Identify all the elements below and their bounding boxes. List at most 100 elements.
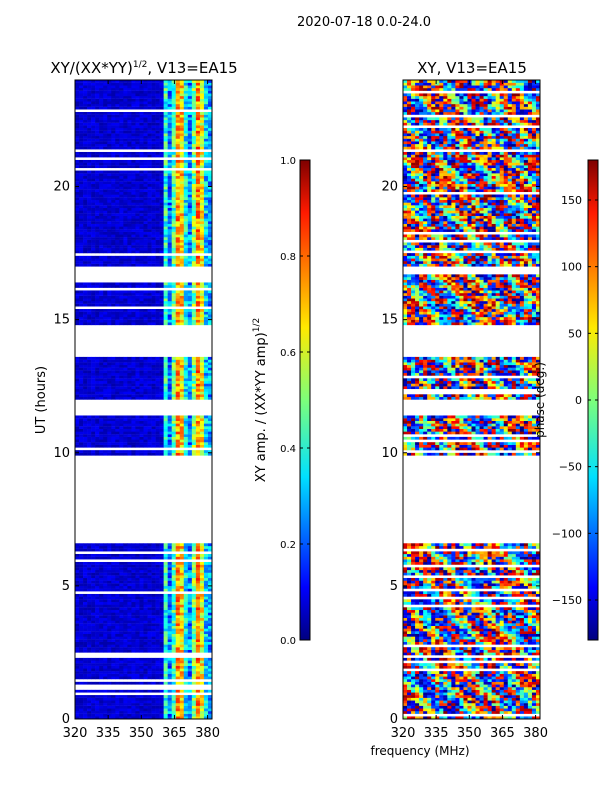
heatmap-cell [195, 644, 201, 648]
heatmap-cell [111, 263, 116, 267]
heatmap-cell [131, 359, 136, 363]
heatmap-cell [83, 431, 88, 435]
heatmap-cell [143, 657, 148, 661]
heatmap-cell [91, 689, 96, 693]
heatmap-cell [203, 189, 209, 193]
heatmap-cell [115, 181, 120, 185]
heatmap-cell [171, 663, 177, 666]
heatmap-cell [95, 370, 100, 374]
heatmap-cell [123, 615, 128, 619]
heatmap-cell [155, 708, 160, 712]
heatmap-cell [167, 415, 173, 419]
heatmap-cell [83, 138, 88, 142]
heatmap-cell [151, 564, 156, 568]
heatmap-cell [127, 564, 132, 568]
heatmap-cell [83, 170, 88, 174]
heatmap-cell [123, 178, 128, 182]
heatmap-cell [111, 657, 116, 661]
heatmap-cell [203, 213, 209, 216]
heatmap-cell [171, 303, 177, 307]
heatmap-cell [131, 367, 136, 371]
heatmap-cell [195, 394, 201, 398]
heatmap-cell [87, 625, 92, 629]
heatmap-cell [151, 285, 156, 288]
heatmap-cell [159, 657, 164, 661]
heatmap-cell [119, 133, 124, 137]
heatmap-cell [155, 250, 160, 254]
heatmap-cell [131, 452, 136, 456]
heatmap-cell [207, 308, 213, 312]
heatmap-cell [79, 175, 84, 179]
heatmap-cell [203, 561, 209, 565]
heatmap-cell [103, 556, 108, 560]
heatmap-cell [87, 442, 92, 445]
heatmap-cell [131, 191, 136, 195]
heatmap-cell [179, 695, 185, 698]
heatmap-cell [147, 290, 152, 294]
heatmap-cell [115, 577, 120, 581]
heatmap-cell [199, 191, 205, 195]
heatmap-cell [151, 665, 156, 669]
heatmap-cell [99, 298, 104, 302]
heatmap-cell [131, 314, 136, 318]
heatmap-cell [83, 356, 88, 360]
heatmap-cell [135, 564, 140, 568]
heatmap-cell [131, 681, 136, 685]
heatmap-cell [103, 548, 108, 552]
heatmap-cell [83, 258, 88, 262]
heatmap-cell [107, 713, 112, 717]
heatmap-cell [167, 426, 173, 429]
heatmap-cell [123, 191, 128, 195]
heatmap-cell [139, 356, 144, 360]
heatmap-cell [115, 154, 120, 158]
heatmap-cell [79, 442, 84, 445]
heatmap-cell [135, 154, 140, 158]
heatmap-cell [139, 205, 144, 208]
heatmap-cell [163, 372, 168, 376]
heatmap-cell [163, 426, 168, 429]
heatmap-cell [119, 258, 124, 262]
heatmap-cell [183, 308, 189, 312]
heatmap-cell [119, 660, 124, 664]
heatmap-cell [163, 141, 168, 145]
heatmap-cell [159, 564, 164, 568]
heatmap-cell [123, 202, 128, 206]
heatmap-cell [143, 665, 148, 669]
heatmap-cell [195, 386, 201, 390]
heatmap-cell [147, 556, 152, 560]
heatmap-cell [79, 604, 84, 608]
heatmap-cell [147, 207, 152, 211]
heatmap-cell [99, 668, 104, 672]
heatmap-cell [119, 569, 124, 573]
heatmap-cell [135, 625, 140, 629]
heatmap-cell [163, 657, 168, 661]
heatmap-cell [131, 639, 136, 642]
heatmap-cell [191, 639, 197, 642]
heatmap-cell [207, 631, 213, 634]
heatmap-cell [187, 575, 193, 579]
heatmap-cell [207, 716, 213, 720]
heatmap-cell [123, 545, 128, 549]
heatmap-cell [207, 628, 213, 632]
heatmap-cell [143, 239, 148, 243]
heatmap-cell [79, 391, 84, 395]
heatmap-cell [123, 703, 128, 706]
heatmap-cell [147, 543, 152, 547]
heatmap-cell [123, 442, 128, 445]
heatmap-cell [147, 223, 152, 227]
heatmap-cell [83, 695, 88, 698]
heatmap-cell [207, 423, 213, 427]
heatmap-cell [151, 183, 156, 187]
heatmap-cell [111, 173, 116, 177]
heatmap-cell [163, 383, 168, 387]
heatmap-cell [147, 229, 152, 232]
heatmap-cell [131, 649, 136, 653]
heatmap-cell [99, 213, 104, 216]
heatmap-cell [91, 367, 96, 371]
heatmap-cell [199, 319, 205, 323]
heatmap-cell [79, 356, 84, 360]
heatmap-cell [155, 189, 160, 193]
heatmap-cell [103, 625, 108, 629]
heatmap-cell [195, 431, 201, 435]
heatmap-cell [99, 242, 104, 246]
